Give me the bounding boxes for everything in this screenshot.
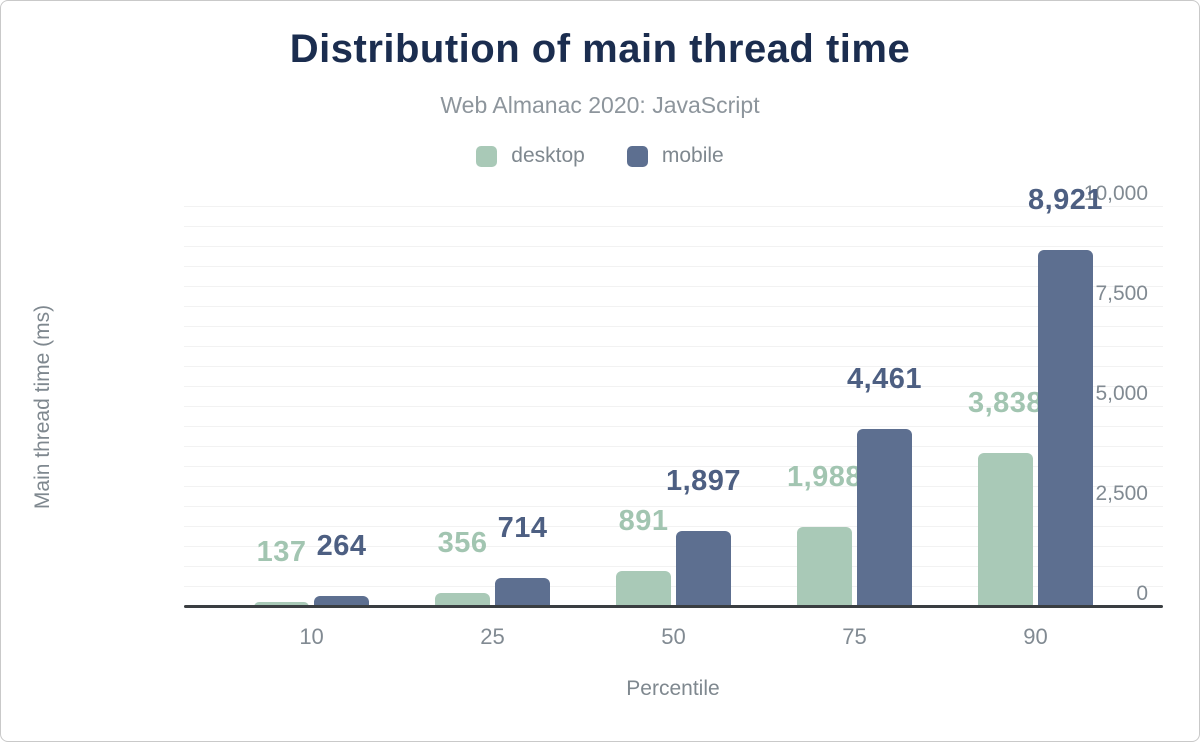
gridline xyxy=(184,466,1163,467)
gridline xyxy=(184,206,1163,207)
bar-desktop-p90[interactable] xyxy=(978,453,1033,607)
y-tick-label: 0 xyxy=(1136,581,1148,605)
plot-area: 0 2,500 5,000 7,500 10,000 137 264 10 356 714 25 89… xyxy=(184,182,1163,649)
gridline xyxy=(184,426,1163,427)
legend-label: desktop xyxy=(511,144,585,167)
bar-desktop-p25[interactable] xyxy=(435,592,491,607)
y-tick-label: 5,000 xyxy=(1095,381,1148,405)
gridline xyxy=(184,406,1163,407)
legend-item-mobile[interactable]: mobile xyxy=(626,144,724,168)
value-label-mobile-p75: 4,461 xyxy=(846,362,923,395)
chart-subtitle: Web Almanac 2020: JavaScript xyxy=(440,92,760,118)
bar-desktop-p75[interactable] xyxy=(797,527,853,607)
y-tick-label: 2,500 xyxy=(1095,481,1148,505)
value-label-desktop-p25: 356 xyxy=(437,526,488,559)
gridline xyxy=(184,246,1163,247)
value-label-mobile-p25: 714 xyxy=(497,512,548,545)
y-axis-title: Main thread time (ms) xyxy=(31,304,54,510)
legend-label: mobile xyxy=(661,144,724,167)
gridline xyxy=(184,446,1163,447)
value-label-desktop-p10: 137 xyxy=(256,535,307,568)
gridline xyxy=(184,326,1163,327)
legend-swatch-mobile xyxy=(626,145,648,167)
gridline xyxy=(184,226,1163,227)
y-tick-label: 7,500 xyxy=(1095,281,1148,305)
bar-mobile-p50[interactable] xyxy=(676,531,732,607)
value-label-mobile-p10: 264 xyxy=(316,530,367,563)
gridline xyxy=(184,286,1163,287)
gridline xyxy=(184,506,1163,507)
value-label-mobile-p90: 8,921 xyxy=(1027,184,1104,217)
gridline xyxy=(184,386,1163,387)
x-tick-label-90: 90 xyxy=(1023,624,1048,649)
legend-item-desktop[interactable]: desktop xyxy=(476,144,585,168)
gridline xyxy=(184,366,1163,367)
gridline xyxy=(184,486,1163,487)
value-label-desktop-p75: 1,988 xyxy=(786,461,863,494)
legend: desktop mobile xyxy=(1,144,1199,168)
bar-mobile-p90[interactable] xyxy=(1038,250,1093,607)
bar-mobile-p25[interactable] xyxy=(495,578,551,607)
x-tick-label-75: 75 xyxy=(842,624,867,649)
x-axis-line xyxy=(184,605,1163,608)
gridline xyxy=(184,266,1163,267)
x-tick-label-10: 10 xyxy=(299,624,324,649)
value-label-desktop-p90: 3,838 xyxy=(967,387,1044,420)
chart-title: Distribution of main thread time xyxy=(289,27,911,71)
gridline xyxy=(184,586,1163,587)
bar-desktop-p50[interactable] xyxy=(616,571,672,607)
bar-mobile-p10[interactable] xyxy=(314,596,370,607)
bar-desktop-p10[interactable] xyxy=(254,601,310,607)
bar-mobile-p75[interactable] xyxy=(857,428,913,607)
x-tick-label-50: 50 xyxy=(661,624,686,649)
gridline xyxy=(184,546,1163,547)
x-tick-label-25: 25 xyxy=(480,624,505,649)
legend-swatch-desktop xyxy=(476,145,498,167)
gridline xyxy=(184,346,1163,347)
value-label-mobile-p50: 1,897 xyxy=(665,465,742,498)
gridline xyxy=(184,306,1163,307)
gridline xyxy=(184,526,1163,527)
gridline xyxy=(184,566,1163,567)
y-tick-label: 10,000 xyxy=(1083,181,1148,205)
value-label-desktop-p50: 891 xyxy=(618,505,669,538)
x-axis-title: Percentile xyxy=(626,677,720,700)
